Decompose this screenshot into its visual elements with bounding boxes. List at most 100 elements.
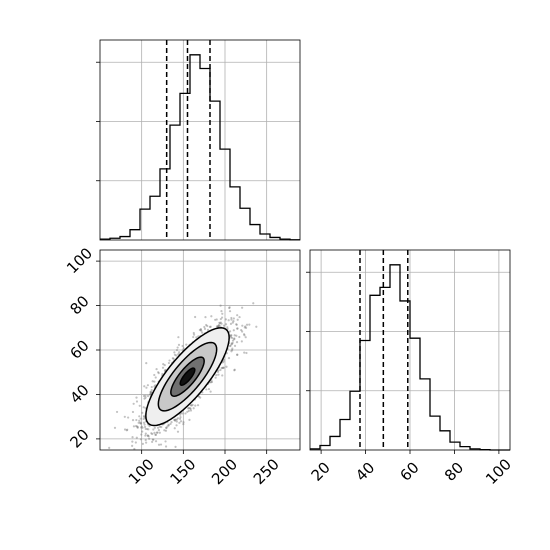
scatter-point [141, 430, 144, 433]
scatter-point [240, 340, 243, 343]
scatter-point [145, 441, 148, 444]
top-grid [100, 40, 300, 240]
scatter-point [151, 380, 154, 383]
scatter-point [173, 353, 177, 356]
scatter-point [156, 426, 160, 429]
scatter-point [222, 366, 225, 369]
scatter-point [188, 418, 191, 421]
scatter-point [219, 321, 222, 324]
scatter-point [185, 343, 188, 346]
scatter-point [143, 414, 146, 418]
joint-x-ticks: 100 150 200 250 [125, 450, 283, 488]
scatter-point [217, 325, 220, 328]
scatter-point [144, 396, 147, 399]
scatter-point [218, 321, 221, 324]
scatter-point [131, 410, 135, 414]
scatter-point [175, 354, 178, 357]
scatter-point [135, 436, 138, 439]
scatter-point [242, 333, 246, 336]
scatter-point [155, 431, 158, 434]
scatter-point [125, 429, 128, 432]
scatter-point [235, 323, 238, 326]
joint-y-ticks: 20 40 60 80 100 [63, 244, 100, 452]
scatter-point [217, 324, 220, 327]
density-contour-3 [179, 367, 196, 386]
scatter-point [144, 427, 147, 431]
scatter-point [241, 324, 244, 327]
scatter-point [135, 400, 139, 403]
scatter-point [153, 373, 156, 377]
scatter-point [153, 426, 156, 429]
scatter-point [243, 334, 246, 337]
scatter-point [138, 404, 141, 407]
scatter-point [210, 315, 213, 318]
scatter-point [117, 463, 119, 465]
scatter-point [176, 346, 179, 349]
scatter-point [194, 404, 197, 407]
scatter-point [181, 412, 184, 415]
scatter-point [131, 440, 134, 443]
scatter-point [159, 443, 163, 446]
scatter-point [203, 325, 206, 329]
scatter-point [131, 419, 135, 422]
scatter-point [152, 428, 155, 431]
scatter-point [150, 385, 153, 389]
scatter-point [113, 426, 117, 429]
scatter-point [157, 371, 160, 374]
scatter-point [228, 306, 231, 309]
scatter-point [236, 318, 239, 321]
scatter-point [236, 314, 239, 317]
scatter-point [150, 432, 153, 435]
scatter-point [175, 420, 178, 423]
scatter-point [189, 407, 192, 410]
scatter-point [209, 390, 212, 393]
top-histogram-panel [96, 39, 301, 241]
scatter-point [168, 359, 171, 362]
scatter-point [222, 366, 225, 369]
scatter-point [127, 457, 129, 459]
scatter-point [182, 347, 185, 350]
scatter-point [244, 336, 247, 339]
scatter-point [189, 409, 193, 412]
scatter-point [150, 391, 153, 394]
scatter-point [134, 441, 137, 444]
scatter-point [201, 331, 204, 334]
scatter-point [227, 356, 231, 360]
scatter-point [229, 335, 233, 339]
top-frame [99, 39, 301, 241]
scatter-point [206, 324, 209, 328]
scatter-point [199, 328, 202, 331]
scatter-point [219, 317, 222, 321]
scatter-point [141, 426, 144, 429]
scatter-point [145, 386, 148, 389]
right-xtick-label-2: 60 [397, 459, 423, 485]
scatter-point [230, 350, 233, 353]
scatter-point [219, 368, 222, 372]
scatter-point [236, 353, 239, 356]
scatter-point [208, 325, 212, 329]
scatter-point [203, 327, 207, 330]
scatter-point [143, 397, 146, 400]
scatter-point [123, 415, 126, 418]
scatter-point [220, 367, 223, 370]
scatter-point [214, 318, 217, 321]
scatter-point [199, 396, 202, 399]
scatter-point [229, 334, 232, 337]
scatter-point [133, 447, 136, 450]
scatter-point [205, 388, 208, 391]
scatter-point [131, 444, 134, 448]
scatter-point [142, 394, 146, 398]
right-x-ticks: 20 40 60 80 100 [308, 450, 515, 488]
joint-ytick-label-2: 60 [67, 337, 93, 363]
scatter-point [140, 433, 143, 436]
joint-ytick-label-3: 80 [67, 292, 93, 318]
scatter-point [177, 351, 181, 354]
scatter-point [174, 418, 177, 421]
scatter-point [224, 323, 228, 326]
scatter-point [139, 417, 142, 420]
scatter-point [217, 325, 220, 328]
scatter-point [232, 317, 235, 320]
scatter-point [233, 337, 236, 340]
scatter-point [177, 353, 180, 356]
scatter-point [190, 404, 193, 407]
